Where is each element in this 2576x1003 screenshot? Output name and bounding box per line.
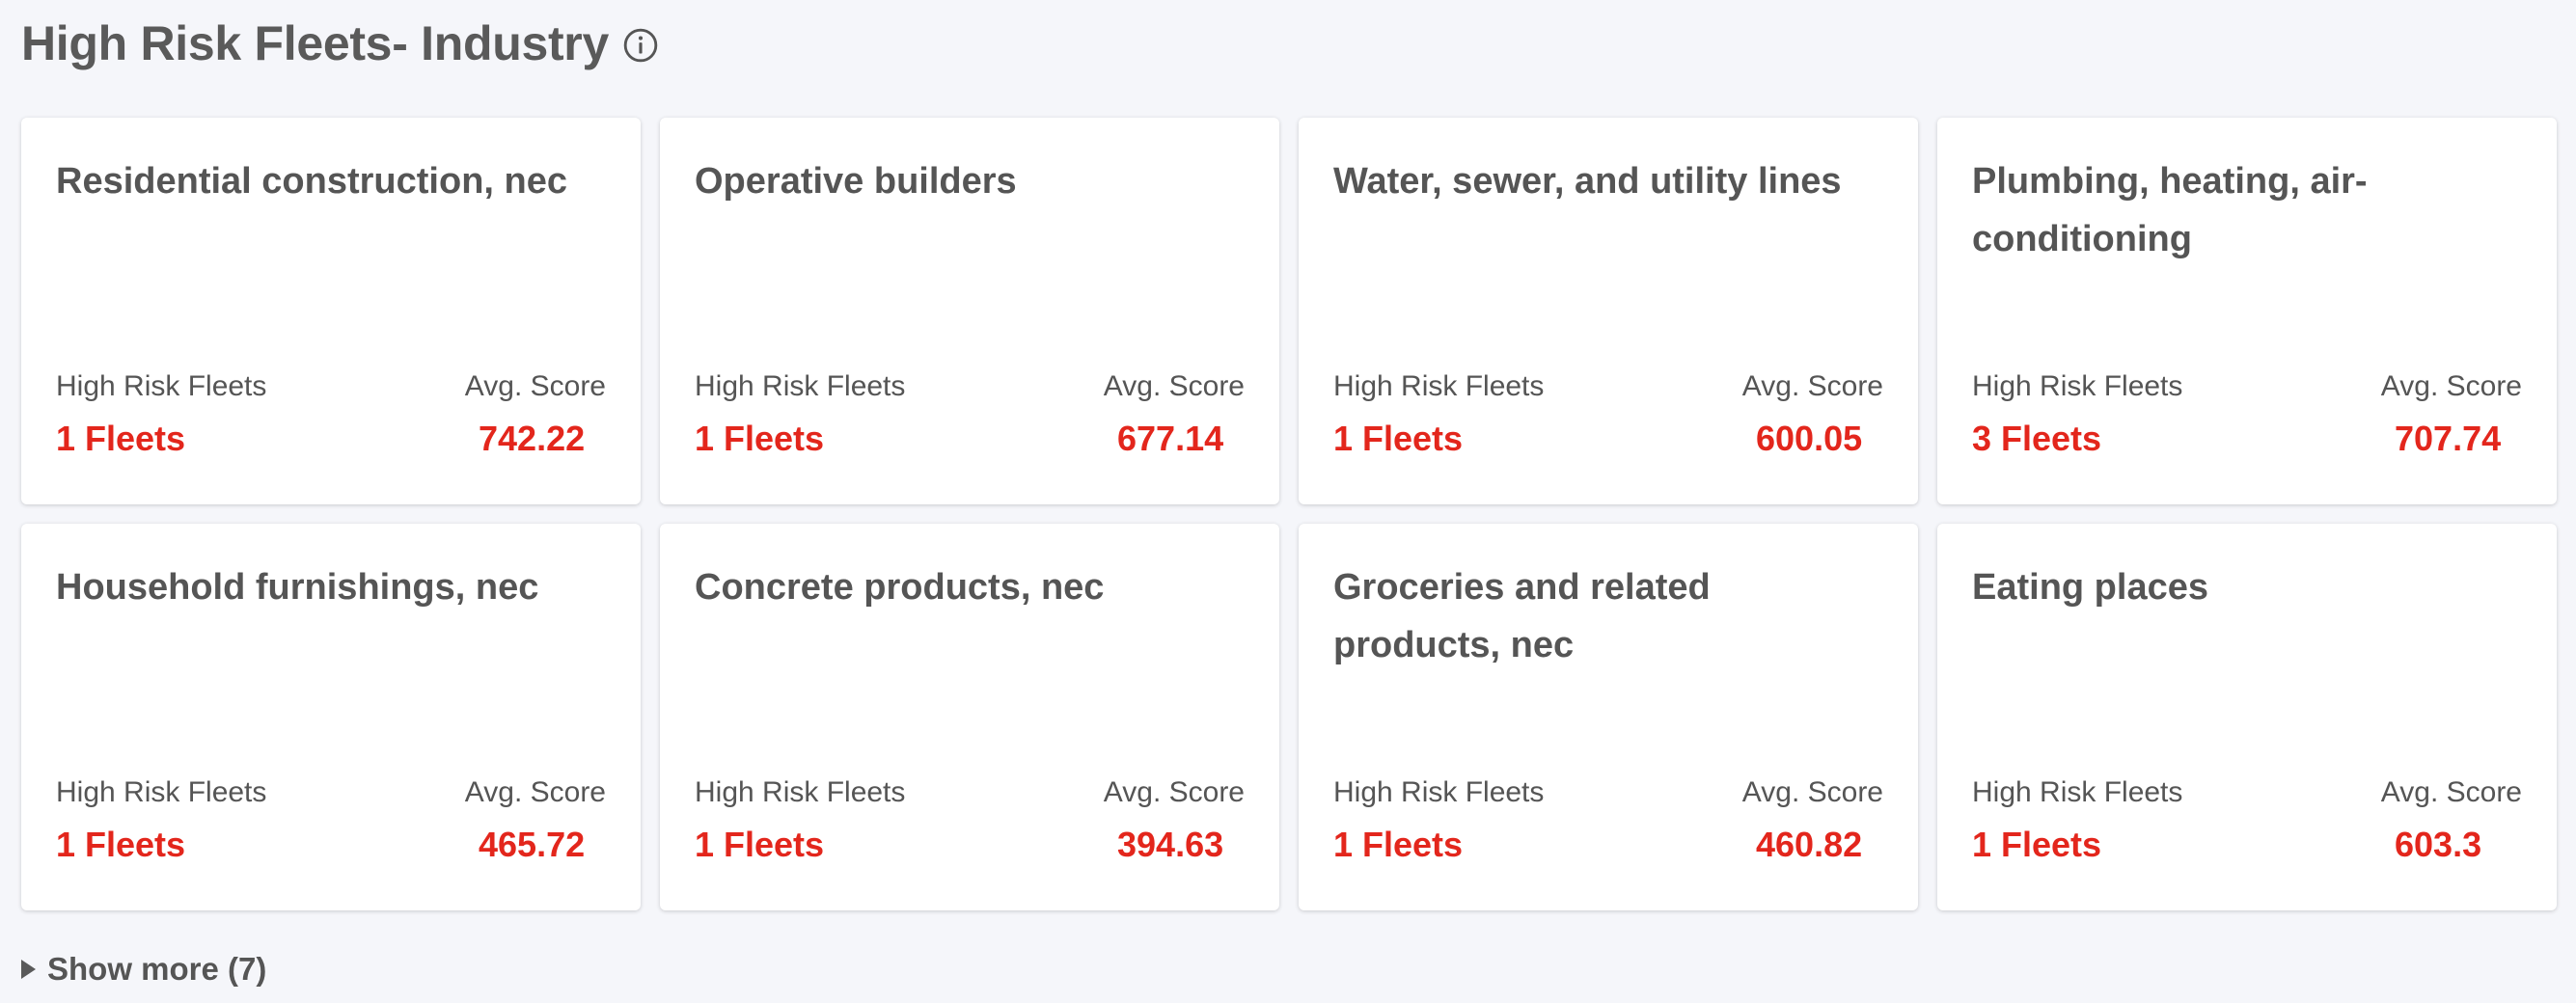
high-risk-fleets-label: High Risk Fleets [695, 370, 906, 402]
avg-score-label: Avg. Score [2380, 776, 2522, 808]
high-risk-fleets-value: 1 Fleets [695, 419, 825, 458]
industry-card[interactable]: Concrete products, nec High Risk Fleets … [660, 524, 1279, 910]
high-risk-fleets-value: 1 Fleets [56, 419, 186, 458]
card-title: Concrete products, nec [695, 567, 1105, 608]
avg-score-label: Avg. Score [1741, 370, 1883, 402]
avg-score-value: 707.74 [2395, 419, 2502, 458]
avg-score-value: 600.05 [1756, 419, 1863, 458]
avg-score-label: Avg. Score [2380, 370, 2522, 402]
industry-card[interactable]: Groceries and related products, nec High… [1299, 524, 1918, 910]
high-risk-fleets-value: 1 Fleets [695, 825, 825, 864]
high-risk-fleets-value: 3 Fleets [1972, 419, 2102, 458]
high-risk-fleets-value: 1 Fleets [1333, 825, 1464, 864]
high-risk-fleets-value: 1 Fleets [1333, 419, 1464, 458]
high-risk-fleets-label: High Risk Fleets [1333, 776, 1545, 808]
high-risk-fleets-value: 1 Fleets [1972, 825, 2102, 864]
industry-card[interactable]: Water, sewer, and utility lines High Ris… [1299, 118, 1918, 504]
industry-card[interactable]: Eating places High Risk Fleets Avg. Scor… [1937, 524, 2557, 910]
card-title: Plumbing, heating, air-conditioning [1972, 161, 2368, 259]
card-title: Operative builders [695, 161, 1017, 202]
industry-card[interactable]: Operative builders High Risk Fleets Avg.… [660, 118, 1279, 504]
avg-score-value: 742.22 [479, 419, 586, 458]
avg-score-value: 603.3 [2395, 825, 2482, 864]
avg-score-label: Avg. Score [1103, 370, 1245, 402]
card-title: Eating places [1972, 567, 2208, 608]
industry-card[interactable]: Residential construction, nec High Risk … [21, 118, 641, 504]
high-risk-fleets-label: High Risk Fleets [56, 776, 267, 808]
avg-score-label: Avg. Score [1103, 776, 1245, 808]
card-title: Water, sewer, and utility lines [1333, 161, 1842, 202]
show-more-button[interactable]: Show more (7) [21, 945, 266, 993]
high-risk-fleets-value: 1 Fleets [56, 825, 186, 864]
avg-score-label: Avg. Score [1741, 776, 1883, 808]
industry-card[interactable]: Plumbing, heating, air-conditioning High… [1937, 118, 2557, 504]
card-title: Groceries and related products, nec [1333, 567, 1711, 665]
avg-score-value: 677.14 [1117, 419, 1224, 458]
show-more-label: Show more (7) [47, 951, 267, 987]
avg-score-value: 460.82 [1756, 825, 1863, 864]
page-title: High Risk Fleets- Industry [21, 16, 609, 70]
high-risk-fleets-label: High Risk Fleets [1333, 370, 1545, 402]
triangle-right-icon [21, 960, 36, 979]
avg-score-value: 394.63 [1117, 825, 1224, 864]
high-risk-fleets-label: High Risk Fleets [1972, 776, 2183, 808]
info-circle-icon[interactable] [622, 27, 659, 64]
avg-score-label: Avg. Score [464, 776, 606, 808]
page-header: High Risk Fleets- Industry [21, 10, 659, 77]
card-title: Residential construction, nec [56, 161, 567, 202]
card-title: Household furnishings, nec [56, 567, 539, 608]
avg-score-label: Avg. Score [464, 370, 606, 402]
high-risk-fleets-label: High Risk Fleets [56, 370, 267, 402]
high-risk-fleets-label: High Risk Fleets [1972, 370, 2183, 402]
industry-card-grid: Residential construction, nec High Risk … [21, 118, 2559, 910]
industry-card[interactable]: Household furnishings, nec High Risk Fle… [21, 524, 641, 910]
avg-score-value: 465.72 [479, 825, 586, 864]
high-risk-fleets-label: High Risk Fleets [695, 776, 906, 808]
